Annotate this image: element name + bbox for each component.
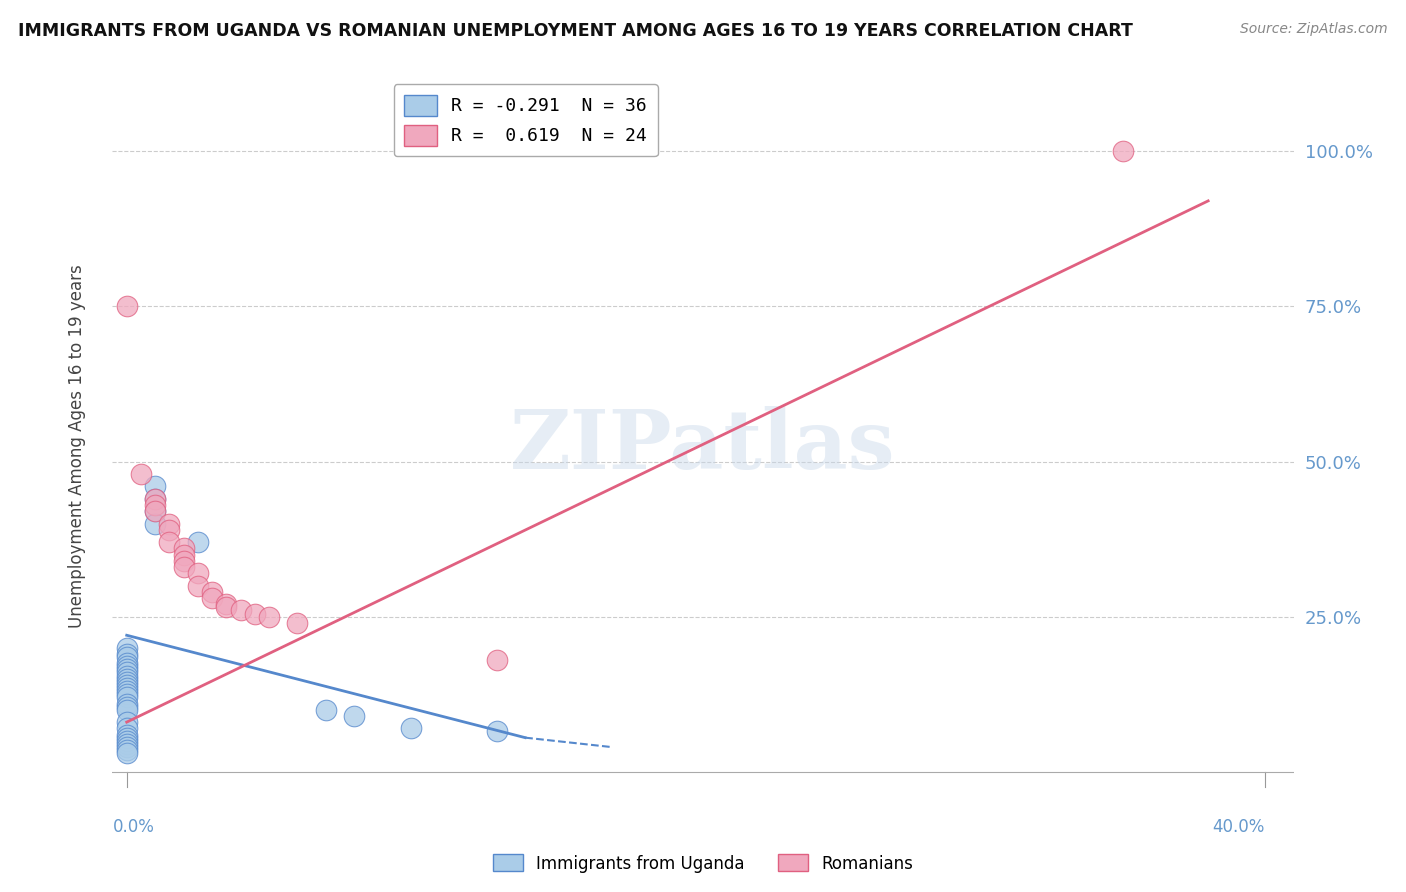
- Point: [115, 299, 138, 313]
- Point: [115, 681, 138, 695]
- Legend: R = -0.291  N = 36, R =  0.619  N = 24: R = -0.291 N = 36, R = 0.619 N = 24: [394, 84, 658, 156]
- Text: 40.0%: 40.0%: [1213, 818, 1265, 837]
- Point: [401, 722, 423, 736]
- Point: [115, 697, 138, 711]
- Point: [115, 746, 138, 760]
- Point: [187, 566, 209, 581]
- Point: [115, 684, 138, 698]
- Point: [187, 535, 209, 549]
- Point: [201, 584, 224, 599]
- Point: [287, 615, 309, 630]
- Point: [143, 498, 166, 512]
- Point: [115, 699, 138, 714]
- Point: [485, 724, 508, 739]
- Point: [343, 709, 366, 723]
- Point: [115, 678, 138, 692]
- Point: [115, 672, 138, 686]
- Point: [173, 554, 195, 568]
- Point: [115, 640, 138, 655]
- Text: IMMIGRANTS FROM UGANDA VS ROMANIAN UNEMPLOYMENT AMONG AGES 16 TO 19 YEARS CORREL: IMMIGRANTS FROM UGANDA VS ROMANIAN UNEMP…: [18, 22, 1133, 40]
- Point: [115, 662, 138, 676]
- Point: [315, 703, 337, 717]
- Point: [243, 607, 266, 621]
- Point: [143, 504, 166, 518]
- Point: [115, 715, 138, 730]
- Point: [115, 650, 138, 665]
- Point: [215, 600, 238, 615]
- Point: [143, 491, 166, 506]
- Point: [115, 737, 138, 751]
- Point: [129, 467, 152, 481]
- Point: [143, 491, 166, 506]
- Point: [173, 541, 195, 556]
- Point: [201, 591, 224, 605]
- Text: ZIPatlas: ZIPatlas: [510, 406, 896, 486]
- Point: [115, 690, 138, 705]
- Point: [115, 665, 138, 680]
- Point: [115, 733, 138, 747]
- Point: [115, 687, 138, 701]
- Point: [157, 516, 180, 531]
- Point: [115, 668, 138, 682]
- Point: [115, 727, 138, 741]
- Point: [1112, 145, 1135, 159]
- Point: [229, 603, 252, 617]
- Point: [157, 535, 180, 549]
- Point: [143, 504, 166, 518]
- Legend: Immigrants from Uganda, Romanians: Immigrants from Uganda, Romanians: [486, 847, 920, 880]
- Point: [173, 548, 195, 562]
- Point: [173, 560, 195, 574]
- Point: [115, 656, 138, 670]
- Point: [115, 739, 138, 754]
- Point: [115, 731, 138, 745]
- Point: [115, 659, 138, 673]
- Point: [115, 674, 138, 689]
- Point: [187, 579, 209, 593]
- Point: [115, 703, 138, 717]
- Text: Source: ZipAtlas.com: Source: ZipAtlas.com: [1240, 22, 1388, 37]
- Point: [115, 647, 138, 661]
- Point: [485, 653, 508, 667]
- Point: [215, 597, 238, 611]
- Point: [143, 516, 166, 531]
- Point: [115, 743, 138, 757]
- Point: [115, 722, 138, 736]
- Point: [257, 609, 280, 624]
- Text: 0.0%: 0.0%: [112, 818, 155, 837]
- Text: Unemployment Among Ages 16 to 19 years: Unemployment Among Ages 16 to 19 years: [69, 264, 86, 628]
- Point: [157, 523, 180, 537]
- Point: [143, 479, 166, 493]
